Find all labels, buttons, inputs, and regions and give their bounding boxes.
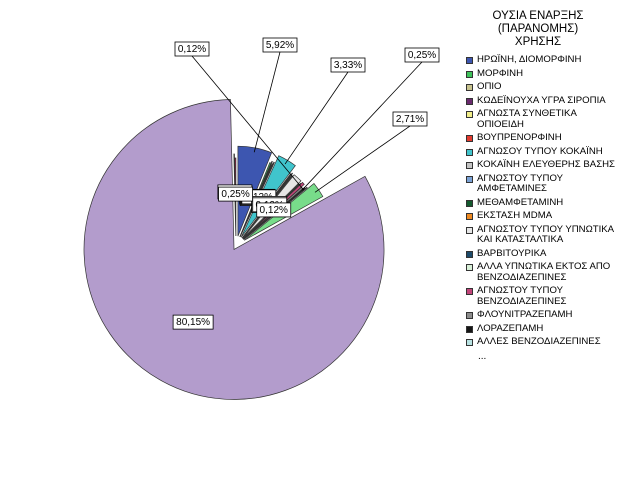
legend-item-label: ΑΛΛΕΣ ΒΕΝΖΟΔΙΑΖΕΠΙΝΕΣ	[477, 336, 601, 347]
legend-item: ΑΓΝΩΣΤΑ ΣΥΝΘΕΤΙΚΑ ΟΠΙΟΕΙΔΗ	[464, 108, 624, 130]
legend-swatch	[466, 213, 473, 220]
data-labels: 5,92%0,25%0,12%0,12%0,12%0,12%3,33%0,12%…	[172, 37, 440, 330]
data-label-box	[172, 314, 214, 330]
legend-item-label: ΑΓΝΩΣΤΟΥ ΤΥΠΟΥ ΒΕΝΖΟΔΙΑΖΕΠΙΝΕΣ	[477, 285, 567, 307]
legend-item-label: ΒΑΡΒΙΤΟΥΡΙΚΑ	[477, 247, 547, 259]
legend-item-label: ΑΓΝΩΣΤΑ ΣΥΝΘΕΤΙΚΑ ΟΠΙΟΕΙΔΗ	[477, 108, 577, 130]
legend-swatch	[466, 70, 473, 78]
legend-item-label: ΜΕΘΑΜΦΕΤΑΜΙΝΗ	[477, 196, 564, 208]
label-leader-line	[253, 51, 281, 153]
data-label: 3,33%	[330, 57, 366, 73]
data-label-text: 0,12%	[260, 205, 288, 216]
legend-item: ΑΓΝΩΣΤΟΥ ΤΥΠΟΥ ΑΜΦΕΤΑΜΙΝΕΣ	[464, 172, 624, 195]
legend-item: ΜΕΘΑΜΦΕΤΑΜΙΝΗ	[464, 196, 624, 209]
legend-item: ΗΡΩΪΝΗ, ΔΙΟΜΟΡΦΙΝΗ	[464, 54, 624, 66]
legend-item-label: ΚΩΔΕΪΝΟΥΧΑ ΥΓΡΑ ΣΙΡΟΠΙΑ	[477, 94, 606, 106]
data-label-text: 2,71%	[396, 114, 424, 125]
legend-item: ΒΟΥΠΡΕΝΟΡΦΙΝΗ	[464, 132, 624, 144]
data-label: 0,12%	[256, 202, 292, 218]
pie-slice	[234, 157, 237, 237]
legend-item: ΕΚΣΤΑΣΗ MDMA	[464, 210, 624, 222]
legend-title-line: (ΠΑΡΑΝΟΜΗΣ)	[497, 23, 579, 35]
legend-item: ΛΟΡΑΖΕΠΑΜΗ	[464, 322, 624, 335]
legend-item: ΑΓΝΩΣΟΥ ΤΥΠΟΥ ΚΟΚΑΪΝΗ	[464, 145, 624, 158]
data-label: 5,92%	[262, 37, 298, 53]
legend-swatch	[466, 175, 473, 183]
data-label-box	[330, 57, 366, 73]
data-label-text: 0,25%	[408, 50, 436, 61]
legend-item-label: ΒΟΥΠΡΕΝΟΡΦΙΝΗ	[477, 132, 562, 143]
data-label-text: 0,12%	[178, 44, 206, 55]
legend-title-line: ΧΡΗΣΗΣ	[514, 36, 562, 48]
label-leader-line	[314, 125, 411, 193]
legend-swatch	[466, 264, 473, 271]
legend-item: ΑΓΝΩΣΤΟΥ ΤΥΠΟΥ ΒΕΝΖΟΔΙΑΖΕΠΙΝΕΣ	[464, 285, 624, 307]
label-leader-line	[301, 61, 423, 191]
data-label: 0,12%	[174, 41, 210, 57]
legend-swatch	[466, 226, 473, 234]
legend-swatch	[466, 312, 473, 319]
legend-item-label: ΑΓΝΩΣΟΥ ΤΥΠΟΥ ΚΟΚΑΪΝΗ	[477, 145, 603, 157]
legend-item-label: ΑΓΝΩΣΤΟΥ ΤΥΠΟΥ ΥΠΝΩΤΙΚΑ ΚΑΙ ΚΑΤΑΣΤΑΛΤΙΚΑ	[477, 223, 614, 245]
legend-title: ΟΥΣΙΑ ΕΝΑΡΞΗΣ (ΠΑΡΑΝΟΜΗΣ) ΧΡΗΣΗΣ	[464, 10, 624, 49]
data-label-box	[404, 47, 440, 63]
data-label: 0,25%	[218, 186, 253, 202]
label-leader-line	[284, 71, 349, 165]
data-label: 0,25%	[404, 47, 440, 63]
legend-swatch	[466, 250, 473, 258]
data-label-box	[262, 37, 298, 53]
legend-item-label: ΚΟΚΑΪΝΗ ΕΛΕΥΘΕΡΗΣ ΒΑΣΗΣ	[477, 159, 615, 170]
legend-items: ΗΡΩΪΝΗ, ΔΙΟΜΟΡΦΙΝΗ ΜΟΡΦΙΝΗ ΟΠΙΟ ΚΩΔΕΪΝΟΥΧΑ …	[464, 54, 624, 348]
slices	[83, 99, 385, 400]
legend-swatch	[466, 111, 473, 118]
legend-item-label: ΜΟΡΦΙΝΗ	[477, 67, 524, 79]
data-label-box	[392, 111, 428, 127]
legend-item-label: ΕΚΣΤΑΣΗ MDMA	[477, 210, 553, 221]
data-label-box	[218, 186, 253, 202]
legend-swatch	[466, 148, 473, 156]
legend: ΟΥΣΙΑ ΕΝΑΡΞΗΣ (ΠΑΡΑΝΟΜΗΣ) ΧΡΗΣΗΣ ΗΡΩΪΝΗ,…	[464, 10, 624, 362]
data-label: 2,71%	[392, 111, 428, 127]
legend-item: ΟΠΙΟ	[464, 81, 624, 93]
legend-item: ΦΛΟΥΝΙΤΡΑΖΕΠΑΜΗ	[464, 309, 624, 321]
data-label-text: 3,33%	[334, 60, 362, 71]
legend-swatch	[466, 325, 473, 333]
data-label-box	[256, 202, 292, 218]
legend-swatch	[466, 97, 473, 105]
data-label-text: 5,92%	[266, 40, 294, 51]
legend-title-line: ΟΥΣΙΑ ΕΝΑΡΞΗΣ	[492, 10, 584, 22]
legend-item: ΑΓΝΩΣΤΟΥ ΤΥΠΟΥ ΥΠΝΩΤΙΚΑ ΚΑΙ ΚΑΤΑΣΤΑΛΤΙΚΑ	[464, 223, 624, 246]
legend-item: ΚΟΚΑΪΝΗ ΕΛΕΥΘΕΡΗΣ ΒΑΣΗΣ	[464, 159, 624, 171]
legend-item: ΑΛΛΑ ΥΠΝΩΤΙΚΑ ΕΚΤΟΣ ΑΠΟ ΒΕΝΖΟΔΙΑΖΕΠΙΝΕΣ	[464, 261, 624, 283]
legend-item-label: ΛΟΡΑΖΕΠΑΜΗ	[477, 322, 544, 334]
legend-swatch	[466, 199, 473, 207]
data-label-text: 0,25%	[221, 189, 249, 200]
legend-item: ΑΛΛΕΣ ΒΕΝΖΟΔΙΑΖΕΠΙΝΕΣ	[464, 336, 624, 348]
data-label-box	[174, 41, 210, 57]
legend-item-label: ΗΡΩΪΝΗ, ΔΙΟΜΟΡΦΙΝΗ	[477, 54, 582, 65]
legend-item: ΚΩΔΕΪΝΟΥΧΑ ΥΓΡΑ ΣΙΡΟΠΙΑ	[464, 94, 624, 107]
label-leader-line	[191, 55, 305, 191]
legend-swatch	[466, 288, 473, 295]
legend-item-label: ΟΠΙΟ	[477, 81, 502, 92]
data-label: 80,15%	[172, 314, 214, 330]
legend-item-label: ΦΛΟΥΝΙΤΡΑΖΕΠΑΜΗ	[477, 309, 573, 320]
legend-swatch	[466, 84, 473, 91]
legend-swatch	[466, 339, 473, 346]
legend-more-indicator: ...	[478, 350, 487, 362]
legend-item: ΒΑΡΒΙΤΟΥΡΙΚΑ	[464, 247, 624, 260]
data-label-text: 80,15%	[176, 317, 210, 328]
legend-item: ΜΟΡΦΙΝΗ	[464, 67, 624, 80]
legend-item-label: ΑΛΛΑ ΥΠΝΩΤΙΚΑ ΕΚΤΟΣ ΑΠΟ ΒΕΝΖΟΔΙΑΖΕΠΙΝΕΣ	[477, 261, 611, 283]
legend-item-label: ΑΓΝΩΣΤΟΥ ΤΥΠΟΥ ΑΜΦΕΤΑΜΙΝΕΣ	[477, 172, 563, 194]
legend-swatch	[466, 162, 473, 169]
pie-slice	[83, 99, 385, 400]
legend-swatch	[466, 135, 473, 142]
legend-swatch	[466, 57, 473, 64]
